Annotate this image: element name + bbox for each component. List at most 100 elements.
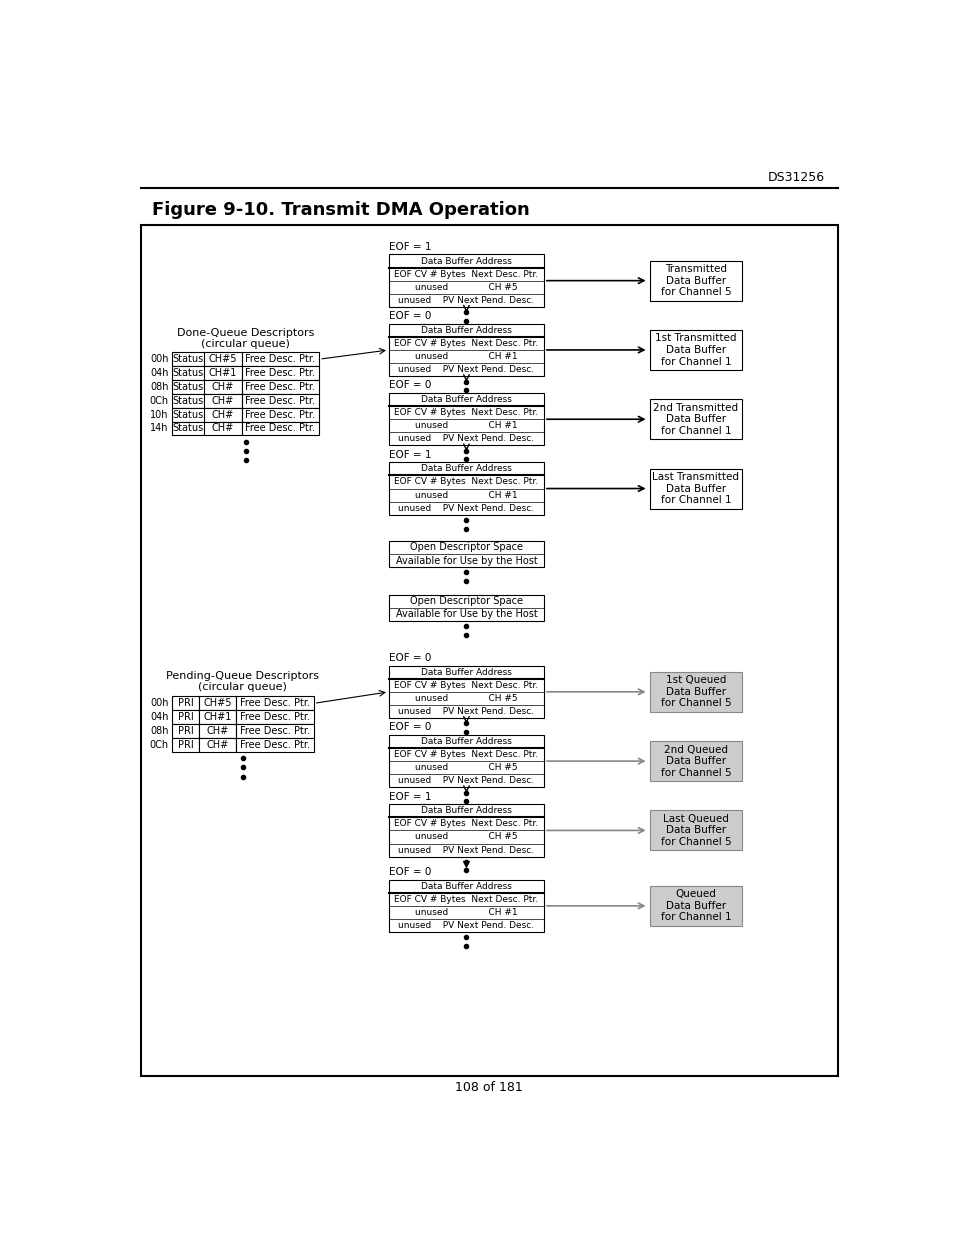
Bar <box>172 697 199 710</box>
Text: 2nd Queued
Data Buffer
for Channel 5: 2nd Queued Data Buffer for Channel 5 <box>659 745 730 778</box>
Text: CH#5: CH#5 <box>209 354 237 364</box>
Bar <box>172 724 199 739</box>
Text: Free Desc. Ptr.: Free Desc. Ptr. <box>240 740 310 750</box>
Text: EOF = 0: EOF = 0 <box>389 722 431 732</box>
Text: 04h: 04h <box>151 368 169 378</box>
Bar <box>241 380 319 394</box>
Text: unused    PV Next Pend. Desc.: unused PV Next Pend. Desc. <box>398 846 534 855</box>
Text: PRI: PRI <box>177 740 193 750</box>
Bar <box>204 366 241 380</box>
Text: Figure 9-10. Transmit DMA Operation: Figure 9-10. Transmit DMA Operation <box>152 201 529 219</box>
Text: 00h: 00h <box>151 698 169 709</box>
Text: Free Desc. Ptr.: Free Desc. Ptr. <box>245 382 315 391</box>
Bar <box>141 225 838 1076</box>
Bar <box>204 394 241 408</box>
Text: EOF = 0: EOF = 0 <box>389 311 431 321</box>
Bar <box>389 462 543 515</box>
Bar <box>204 408 241 421</box>
Text: EOF = 1: EOF = 1 <box>389 242 431 252</box>
Text: 08h: 08h <box>151 726 169 736</box>
Text: Done-Queue Descriptors: Done-Queue Descriptors <box>176 329 314 338</box>
Bar <box>199 724 236 739</box>
Text: EOF CV # Bytes  Next Desc. Ptr.: EOF CV # Bytes Next Desc. Ptr. <box>394 750 537 760</box>
Text: PRI: PRI <box>177 698 193 709</box>
Text: (circular queue): (circular queue) <box>198 682 287 692</box>
Text: Free Desc. Ptr.: Free Desc. Ptr. <box>240 713 310 722</box>
Text: Free Desc. Ptr.: Free Desc. Ptr. <box>240 726 310 736</box>
Text: Free Desc. Ptr.: Free Desc. Ptr. <box>245 424 315 433</box>
Bar <box>649 741 740 782</box>
Bar <box>236 710 314 724</box>
Bar <box>172 739 199 752</box>
Text: EOF CV # Bytes  Next Desc. Ptr.: EOF CV # Bytes Next Desc. Ptr. <box>394 338 537 348</box>
Bar <box>649 885 740 926</box>
Text: (circular queue): (circular queue) <box>201 338 290 348</box>
Text: CH#1: CH#1 <box>209 368 237 378</box>
Text: unused              CH #5: unused CH #5 <box>415 763 517 772</box>
Bar <box>241 408 319 421</box>
Text: Available for Use by the Host: Available for Use by the Host <box>395 609 537 620</box>
Text: unused    PV Next Pend. Desc.: unused PV Next Pend. Desc. <box>398 435 534 443</box>
Text: unused              CH #1: unused CH #1 <box>415 421 517 430</box>
Bar <box>204 380 241 394</box>
Bar <box>236 724 314 739</box>
Text: Status: Status <box>172 354 204 364</box>
Text: Data Buffer Address: Data Buffer Address <box>420 737 512 746</box>
Bar <box>204 421 241 436</box>
Text: PRI: PRI <box>177 713 193 722</box>
Text: Last Queued
Data Buffer
for Channel 5: Last Queued Data Buffer for Channel 5 <box>659 814 730 847</box>
Text: EOF = 0: EOF = 0 <box>389 867 431 877</box>
Bar <box>241 352 319 366</box>
Text: unused    PV Next Pend. Desc.: unused PV Next Pend. Desc. <box>398 504 534 513</box>
Text: PRI: PRI <box>177 726 193 736</box>
Text: unused    PV Next Pend. Desc.: unused PV Next Pend. Desc. <box>398 706 534 716</box>
Text: EOF = 0: EOF = 0 <box>389 653 431 663</box>
Bar <box>172 394 204 408</box>
Text: EOF = 1: EOF = 1 <box>389 792 431 802</box>
Text: Transmitted
Data Buffer
for Channel 5: Transmitted Data Buffer for Channel 5 <box>659 264 730 298</box>
Bar <box>199 710 236 724</box>
Text: 04h: 04h <box>151 713 169 722</box>
Text: Data Buffer Address: Data Buffer Address <box>420 395 512 404</box>
Bar <box>172 352 204 366</box>
Text: EOF CV # Bytes  Next Desc. Ptr.: EOF CV # Bytes Next Desc. Ptr. <box>394 680 537 690</box>
Text: Free Desc. Ptr.: Free Desc. Ptr. <box>245 368 315 378</box>
Text: 10h: 10h <box>151 410 169 420</box>
Text: 1st Transmitted
Data Buffer
for Channel 1: 1st Transmitted Data Buffer for Channel … <box>655 333 736 367</box>
Text: unused    PV Next Pend. Desc.: unused PV Next Pend. Desc. <box>398 295 534 305</box>
Bar <box>649 810 740 851</box>
Text: 1st Queued
Data Buffer
for Channel 5: 1st Queued Data Buffer for Channel 5 <box>659 676 730 709</box>
Text: CH#: CH# <box>207 740 229 750</box>
Text: Status: Status <box>172 424 204 433</box>
Bar <box>199 697 236 710</box>
Bar <box>204 352 241 366</box>
Bar <box>389 324 543 377</box>
Text: 08h: 08h <box>151 382 169 391</box>
Text: unused              CH #1: unused CH #1 <box>415 908 517 916</box>
Text: Data Buffer Address: Data Buffer Address <box>420 257 512 266</box>
Text: Free Desc. Ptr.: Free Desc. Ptr. <box>245 410 315 420</box>
Bar <box>172 366 204 380</box>
Text: EOF CV # Bytes  Next Desc. Ptr.: EOF CV # Bytes Next Desc. Ptr. <box>394 409 537 417</box>
Text: 0Ch: 0Ch <box>150 395 169 406</box>
Text: unused    PV Next Pend. Desc.: unused PV Next Pend. Desc. <box>398 921 534 930</box>
Bar <box>172 408 204 421</box>
Text: EOF = 1: EOF = 1 <box>389 450 431 459</box>
Bar <box>241 394 319 408</box>
Bar <box>649 330 740 370</box>
Text: Pending-Queue Descriptors: Pending-Queue Descriptors <box>166 672 319 682</box>
Text: Queued
Data Buffer
for Channel 1: Queued Data Buffer for Channel 1 <box>659 889 730 923</box>
Text: CH#: CH# <box>212 382 234 391</box>
Bar <box>389 254 543 306</box>
Text: CH#1: CH#1 <box>203 713 232 722</box>
Bar <box>236 739 314 752</box>
Bar <box>172 710 199 724</box>
Text: Open Descriptor Space: Open Descriptor Space <box>410 597 522 606</box>
Text: CH#: CH# <box>212 410 234 420</box>
Bar <box>389 879 543 932</box>
Text: Data Buffer Address: Data Buffer Address <box>420 326 512 335</box>
Bar <box>172 421 204 436</box>
Text: EOF = 0: EOF = 0 <box>389 380 431 390</box>
Bar <box>649 672 740 711</box>
Text: unused    PV Next Pend. Desc.: unused PV Next Pend. Desc. <box>398 777 534 785</box>
